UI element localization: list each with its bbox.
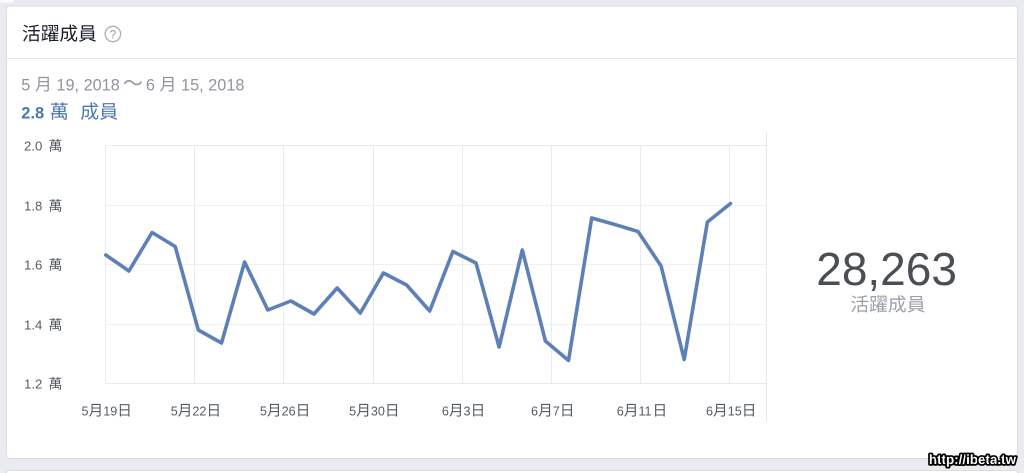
svg-text:5: 5 (260, 405, 267, 419)
svg-text:2.0: 2.0 (24, 139, 42, 154)
svg-text:19, 2018: 19, 2018 (56, 76, 119, 94)
svg-text:26: 26 (282, 405, 296, 419)
svg-text:15, 2018: 15, 2018 (181, 76, 244, 94)
svg-text:3: 3 (464, 405, 471, 419)
svg-text:6: 6 (146, 76, 155, 94)
svg-text:1.6: 1.6 (24, 258, 42, 273)
svg-text:22: 22 (192, 405, 206, 419)
svg-text:28,263: 28,263 (816, 243, 957, 295)
svg-text:15: 15 (728, 405, 742, 419)
svg-text:6: 6 (706, 405, 713, 419)
svg-text:1.4: 1.4 (24, 318, 42, 333)
svg-text:1.8: 1.8 (24, 199, 42, 214)
svg-text:7: 7 (553, 405, 560, 419)
svg-text:19: 19 (103, 405, 117, 419)
svg-text:5: 5 (349, 405, 356, 419)
svg-text:6: 6 (442, 405, 449, 419)
svg-text:5: 5 (171, 405, 178, 419)
svg-text:6: 6 (617, 405, 624, 419)
svg-text:2.8: 2.8 (21, 104, 44, 122)
svg-text:5: 5 (81, 405, 88, 419)
svg-text:1.2: 1.2 (24, 377, 42, 392)
svg-text:6: 6 (531, 405, 538, 419)
svg-text:30: 30 (371, 405, 385, 419)
svg-text:5: 5 (21, 76, 30, 94)
svg-text:11: 11 (638, 405, 651, 419)
